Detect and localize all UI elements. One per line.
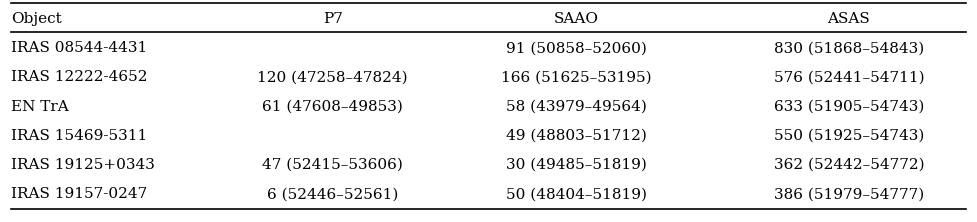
Text: 49 (48803–51712): 49 (48803–51712) xyxy=(506,129,647,143)
Text: Object: Object xyxy=(11,12,62,26)
Text: IRAS 08544-4431: IRAS 08544-4431 xyxy=(11,41,148,55)
Text: 576 (52441–54711): 576 (52441–54711) xyxy=(774,70,924,84)
Text: 58 (43979–49564): 58 (43979–49564) xyxy=(506,100,647,114)
Text: 6 (52446–52561): 6 (52446–52561) xyxy=(267,187,399,201)
Text: 633 (51905–54743): 633 (51905–54743) xyxy=(774,100,924,114)
Text: 362 (52442–54772): 362 (52442–54772) xyxy=(774,158,924,172)
Text: SAAO: SAAO xyxy=(554,12,599,26)
Text: 386 (51979–54777): 386 (51979–54777) xyxy=(774,187,924,201)
Text: 120 (47258–47824): 120 (47258–47824) xyxy=(257,70,408,84)
Text: IRAS 12222-4652: IRAS 12222-4652 xyxy=(11,70,148,84)
Text: 550 (51925–54743): 550 (51925–54743) xyxy=(774,129,924,143)
Text: IRAS 19157-0247: IRAS 19157-0247 xyxy=(11,187,148,201)
Text: IRAS 19125+0343: IRAS 19125+0343 xyxy=(11,158,155,172)
Text: ASAS: ASAS xyxy=(828,12,871,26)
Text: 91 (50858–52060): 91 (50858–52060) xyxy=(506,41,647,55)
Text: EN TrA: EN TrA xyxy=(11,100,69,114)
Text: 50 (48404–51819): 50 (48404–51819) xyxy=(506,187,647,201)
Text: 47 (52415–53606): 47 (52415–53606) xyxy=(262,158,404,172)
Text: 61 (47608–49853): 61 (47608–49853) xyxy=(262,100,404,114)
Text: 30 (49485–51819): 30 (49485–51819) xyxy=(506,158,647,172)
Text: P7: P7 xyxy=(322,12,343,26)
Text: 166 (51625–53195): 166 (51625–53195) xyxy=(501,70,652,84)
Text: 830 (51868–54843): 830 (51868–54843) xyxy=(774,41,924,55)
Text: IRAS 15469-5311: IRAS 15469-5311 xyxy=(11,129,148,143)
